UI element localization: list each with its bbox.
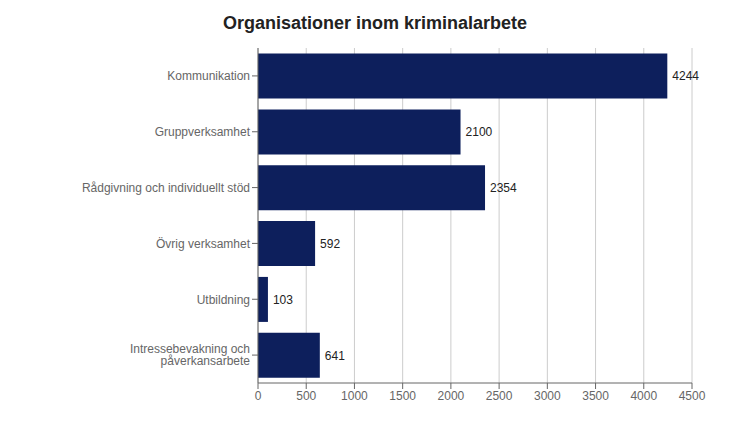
svg-text:3000: 3000 — [534, 389, 561, 403]
svg-text:Utbildning: Utbildning — [197, 293, 250, 307]
svg-text:4500: 4500 — [679, 389, 706, 403]
svg-text:2500: 2500 — [486, 389, 513, 403]
svg-text:1500: 1500 — [389, 389, 416, 403]
svg-text:2000: 2000 — [438, 389, 465, 403]
svg-text:Övrig verksamhet: Övrig verksamhet — [156, 237, 251, 251]
svg-text:1000: 1000 — [341, 389, 368, 403]
svg-text:103: 103 — [273, 293, 293, 307]
svg-text:Intressebevakning ochpåverkans: Intressebevakning ochpåverkansarbete — [130, 342, 250, 368]
svg-text:Rådgivning och individuellt st: Rådgivning och individuellt stöd — [82, 181, 250, 195]
svg-text:592: 592 — [320, 237, 340, 251]
html-text:Organisationer inom kriminalar: Organisationer inom kriminalarbete — [223, 13, 527, 33]
svg-text:0: 0 — [255, 389, 262, 403]
svg-text:500: 500 — [296, 389, 316, 403]
svg-text:641: 641 — [325, 349, 345, 363]
svg-text:2100: 2100 — [466, 125, 493, 139]
svg-text:Kommunikation: Kommunikation — [167, 69, 250, 83]
svg-text:Gruppverksamhet: Gruppverksamhet — [155, 125, 251, 139]
svg-text:4244: 4244 — [672, 69, 699, 83]
svg-text:4000: 4000 — [630, 389, 657, 403]
svg-text:3500: 3500 — [582, 389, 609, 403]
svg-text:2354: 2354 — [490, 181, 517, 195]
